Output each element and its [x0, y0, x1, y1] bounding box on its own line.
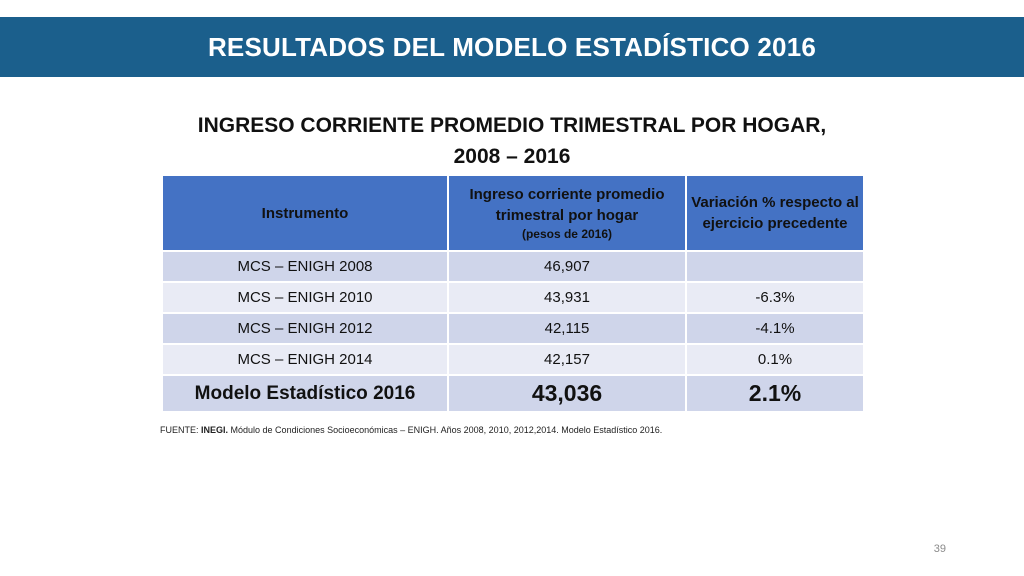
total-income: 43,036 [449, 376, 685, 411]
table-header-row: Instrumento Ingreso corriente promedio t… [163, 176, 863, 250]
table-row: MCS – ENIGH 2012 42,115 -4.1% [163, 314, 863, 343]
cell-instrument: MCS – ENIGH 2014 [163, 345, 447, 374]
header-income-label: Ingreso corriente promedio trimestral po… [469, 186, 665, 224]
source-text: Módulo de Condiciones Socioeconómicas – … [228, 425, 663, 435]
cell-income: 46,907 [449, 252, 685, 281]
header-income: Ingreso corriente promedio trimestral po… [449, 176, 685, 250]
page-number: 39 [933, 543, 946, 555]
total-variation: 2.1% [687, 376, 863, 411]
cell-income: 42,157 [449, 345, 685, 374]
cell-variation: -4.1% [687, 314, 863, 343]
cell-instrument: MCS – ENIGH 2010 [163, 283, 447, 312]
cell-variation: -6.3% [687, 283, 863, 312]
source-org: INEGI. [201, 425, 229, 435]
cell-instrument: MCS – ENIGH 2008 [163, 252, 447, 281]
table-row: MCS – ENIGH 2008 46,907 [163, 252, 863, 281]
header-income-unit: (pesos de 2016) [521, 227, 613, 241]
header-instrument: Instrumento [163, 176, 447, 250]
slide-title: RESULTADOS DEL MODELO ESTADÍSTICO 2016 [207, 31, 817, 62]
table-row: MCS – ENIGH 2014 42,157 0.1% [163, 345, 863, 374]
table-title: INGRESO CORRIENTE PROMEDIO TRIMESTRAL PO… [0, 110, 1024, 172]
source-note: FUENTE: INEGI. Módulo de Condiciones Soc… [160, 425, 662, 435]
cell-income: 43,931 [449, 283, 685, 312]
table-total-row: Modelo Estadístico 2016 43,036 2.1% [163, 376, 863, 411]
header-variation: Variación % respecto al ejercicio preced… [687, 176, 863, 250]
cell-variation: 0.1% [687, 345, 863, 374]
source-label: FUENTE: [160, 425, 202, 435]
cell-income: 42,115 [449, 314, 685, 343]
total-instrument: Modelo Estadístico 2016 [163, 376, 447, 411]
income-table: Instrumento Ingreso corriente promedio t… [161, 174, 865, 413]
table-title-line-1: INGRESO CORRIENTE PROMEDIO TRIMESTRAL PO… [197, 114, 827, 137]
table-title-line-2: 2008 – 2016 [453, 145, 571, 168]
cell-variation [687, 252, 863, 281]
title-banner: RESULTADOS DEL MODELO ESTADÍSTICO 2016 [0, 17, 1024, 77]
table-row: MCS – ENIGH 2010 43,931 -6.3% [163, 283, 863, 312]
cell-instrument: MCS – ENIGH 2012 [163, 314, 447, 343]
